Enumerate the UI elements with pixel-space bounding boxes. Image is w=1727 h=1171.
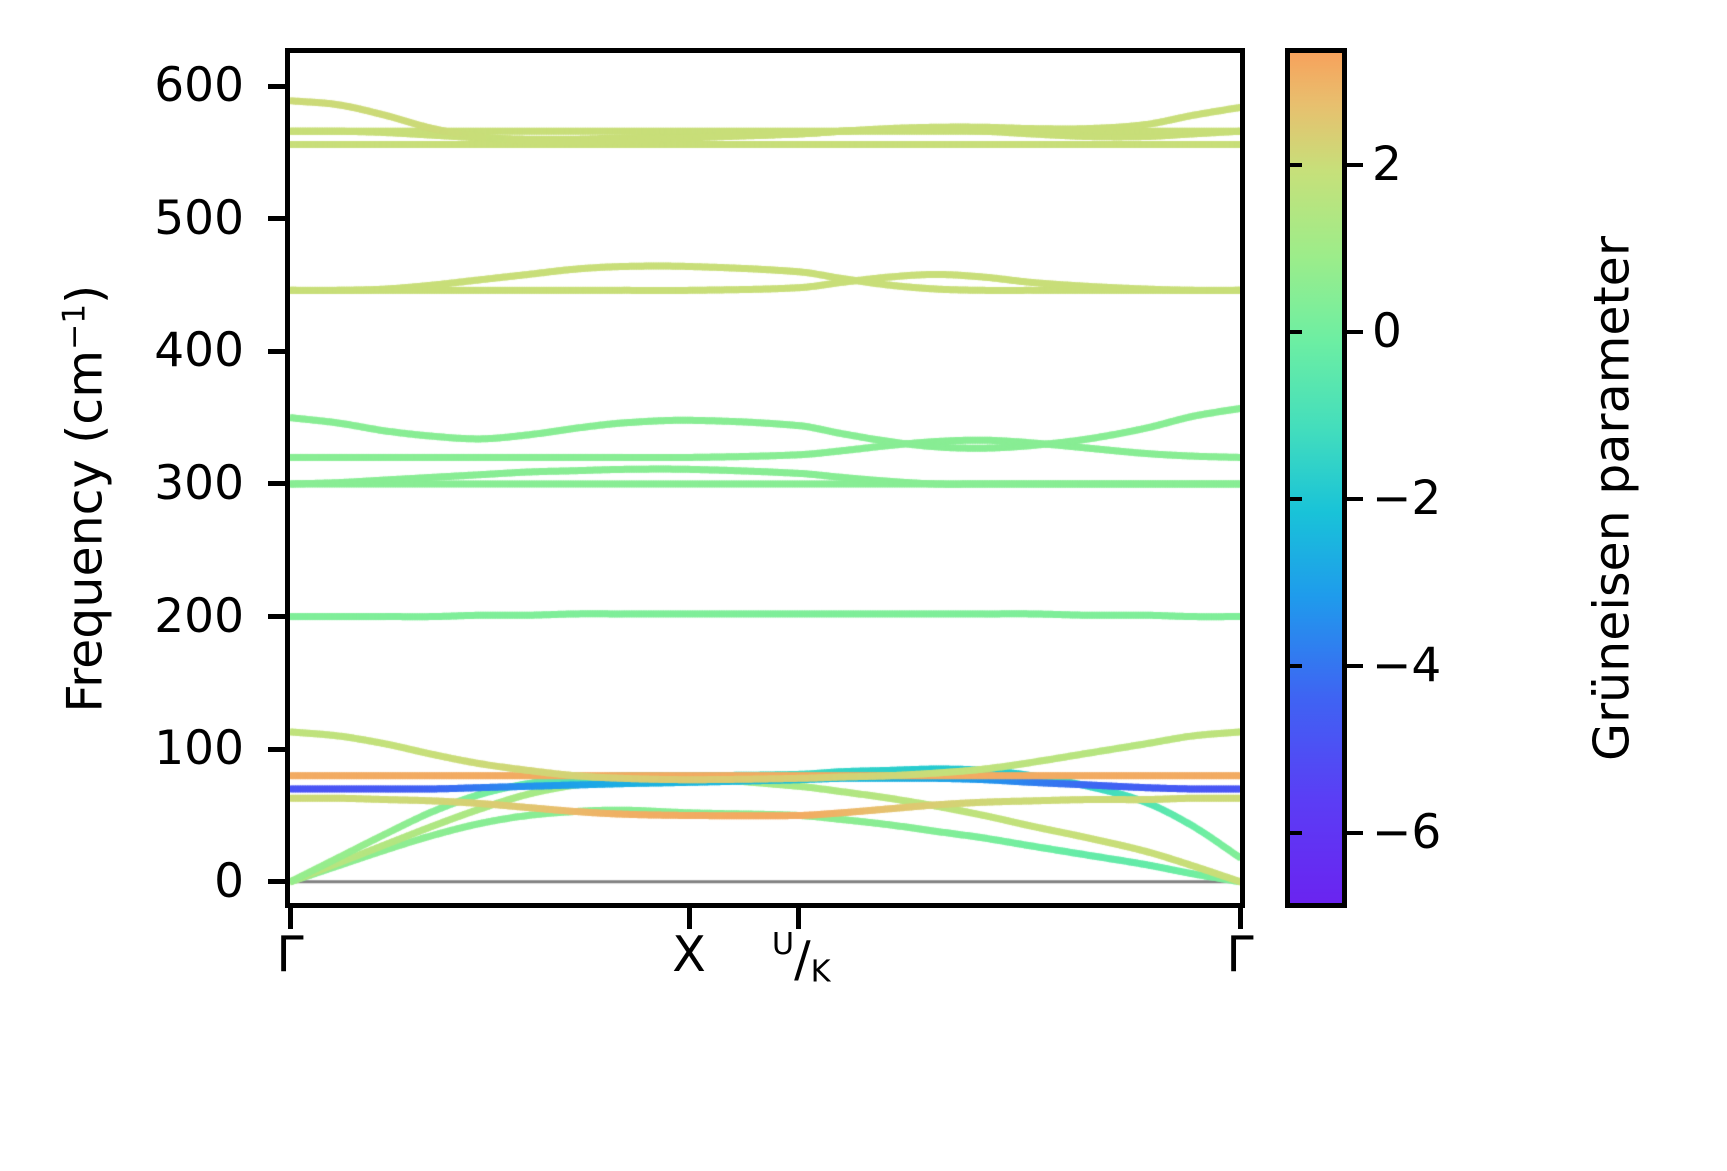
- colorbar-tick-mark: [1347, 663, 1363, 668]
- colorbar-tick-label: −6: [1372, 804, 1442, 860]
- y-tick-label: 600: [154, 58, 244, 114]
- colorbar-tick-label: −4: [1372, 637, 1442, 693]
- colorbar-tick-mark-inner: [1286, 663, 1302, 668]
- x-tick-label: Γ: [276, 926, 304, 983]
- y-tick-label: 300: [154, 455, 244, 511]
- y-tick-label: 500: [154, 190, 244, 246]
- colorbar-tick-label: 0: [1372, 303, 1402, 359]
- colorbar-gradient: [1290, 53, 1342, 903]
- colorbar-tick-mark: [1347, 830, 1363, 835]
- colorbar-tick-label: 2: [1372, 136, 1402, 192]
- x-tick-mark: [1237, 908, 1243, 929]
- y-tick-label: 0: [214, 853, 244, 909]
- colorbar-tick-mark-inner: [1286, 162, 1302, 167]
- y-tick-label-group: 0 100 200 300 400 500 600: [0, 0, 262, 1171]
- band-structure-canvas: [290, 53, 1240, 903]
- y-tick-label: 400: [154, 323, 244, 379]
- colorbar-tick-mark: [1347, 162, 1363, 167]
- colorbar: [1285, 48, 1347, 908]
- colorbar-tick-mark-inner: [1286, 830, 1302, 835]
- x-tick-mark: [795, 908, 801, 929]
- colorbar-tick-mark-inner: [1286, 329, 1302, 334]
- y-tick-mark: [268, 746, 288, 752]
- y-tick-mark: [268, 614, 288, 620]
- x-tick-label: U/K: [771, 927, 831, 990]
- colorbar-tick-mark: [1347, 496, 1363, 501]
- y-tick-mark: [268, 83, 288, 89]
- x-tick-label: X: [672, 926, 706, 983]
- y-tick-mark: [268, 481, 288, 487]
- colorbar-title: Grüneisen parameter: [1583, 236, 1641, 761]
- y-tick-label: 200: [154, 588, 244, 644]
- y-tick-mark: [268, 216, 288, 222]
- x-tick-mark: [287, 908, 293, 929]
- x-tick-mark: [686, 908, 692, 929]
- colorbar-tick-mark: [1347, 329, 1363, 334]
- colorbar-tick-mark-inner: [1286, 496, 1302, 501]
- x-tick-label: Γ: [1226, 926, 1254, 983]
- y-tick-label: 100: [154, 721, 244, 777]
- y-tick-mark: [268, 348, 288, 354]
- y-tick-mark: [268, 879, 288, 885]
- colorbar-tick-label: −2: [1372, 470, 1442, 526]
- plot-area: [285, 48, 1245, 908]
